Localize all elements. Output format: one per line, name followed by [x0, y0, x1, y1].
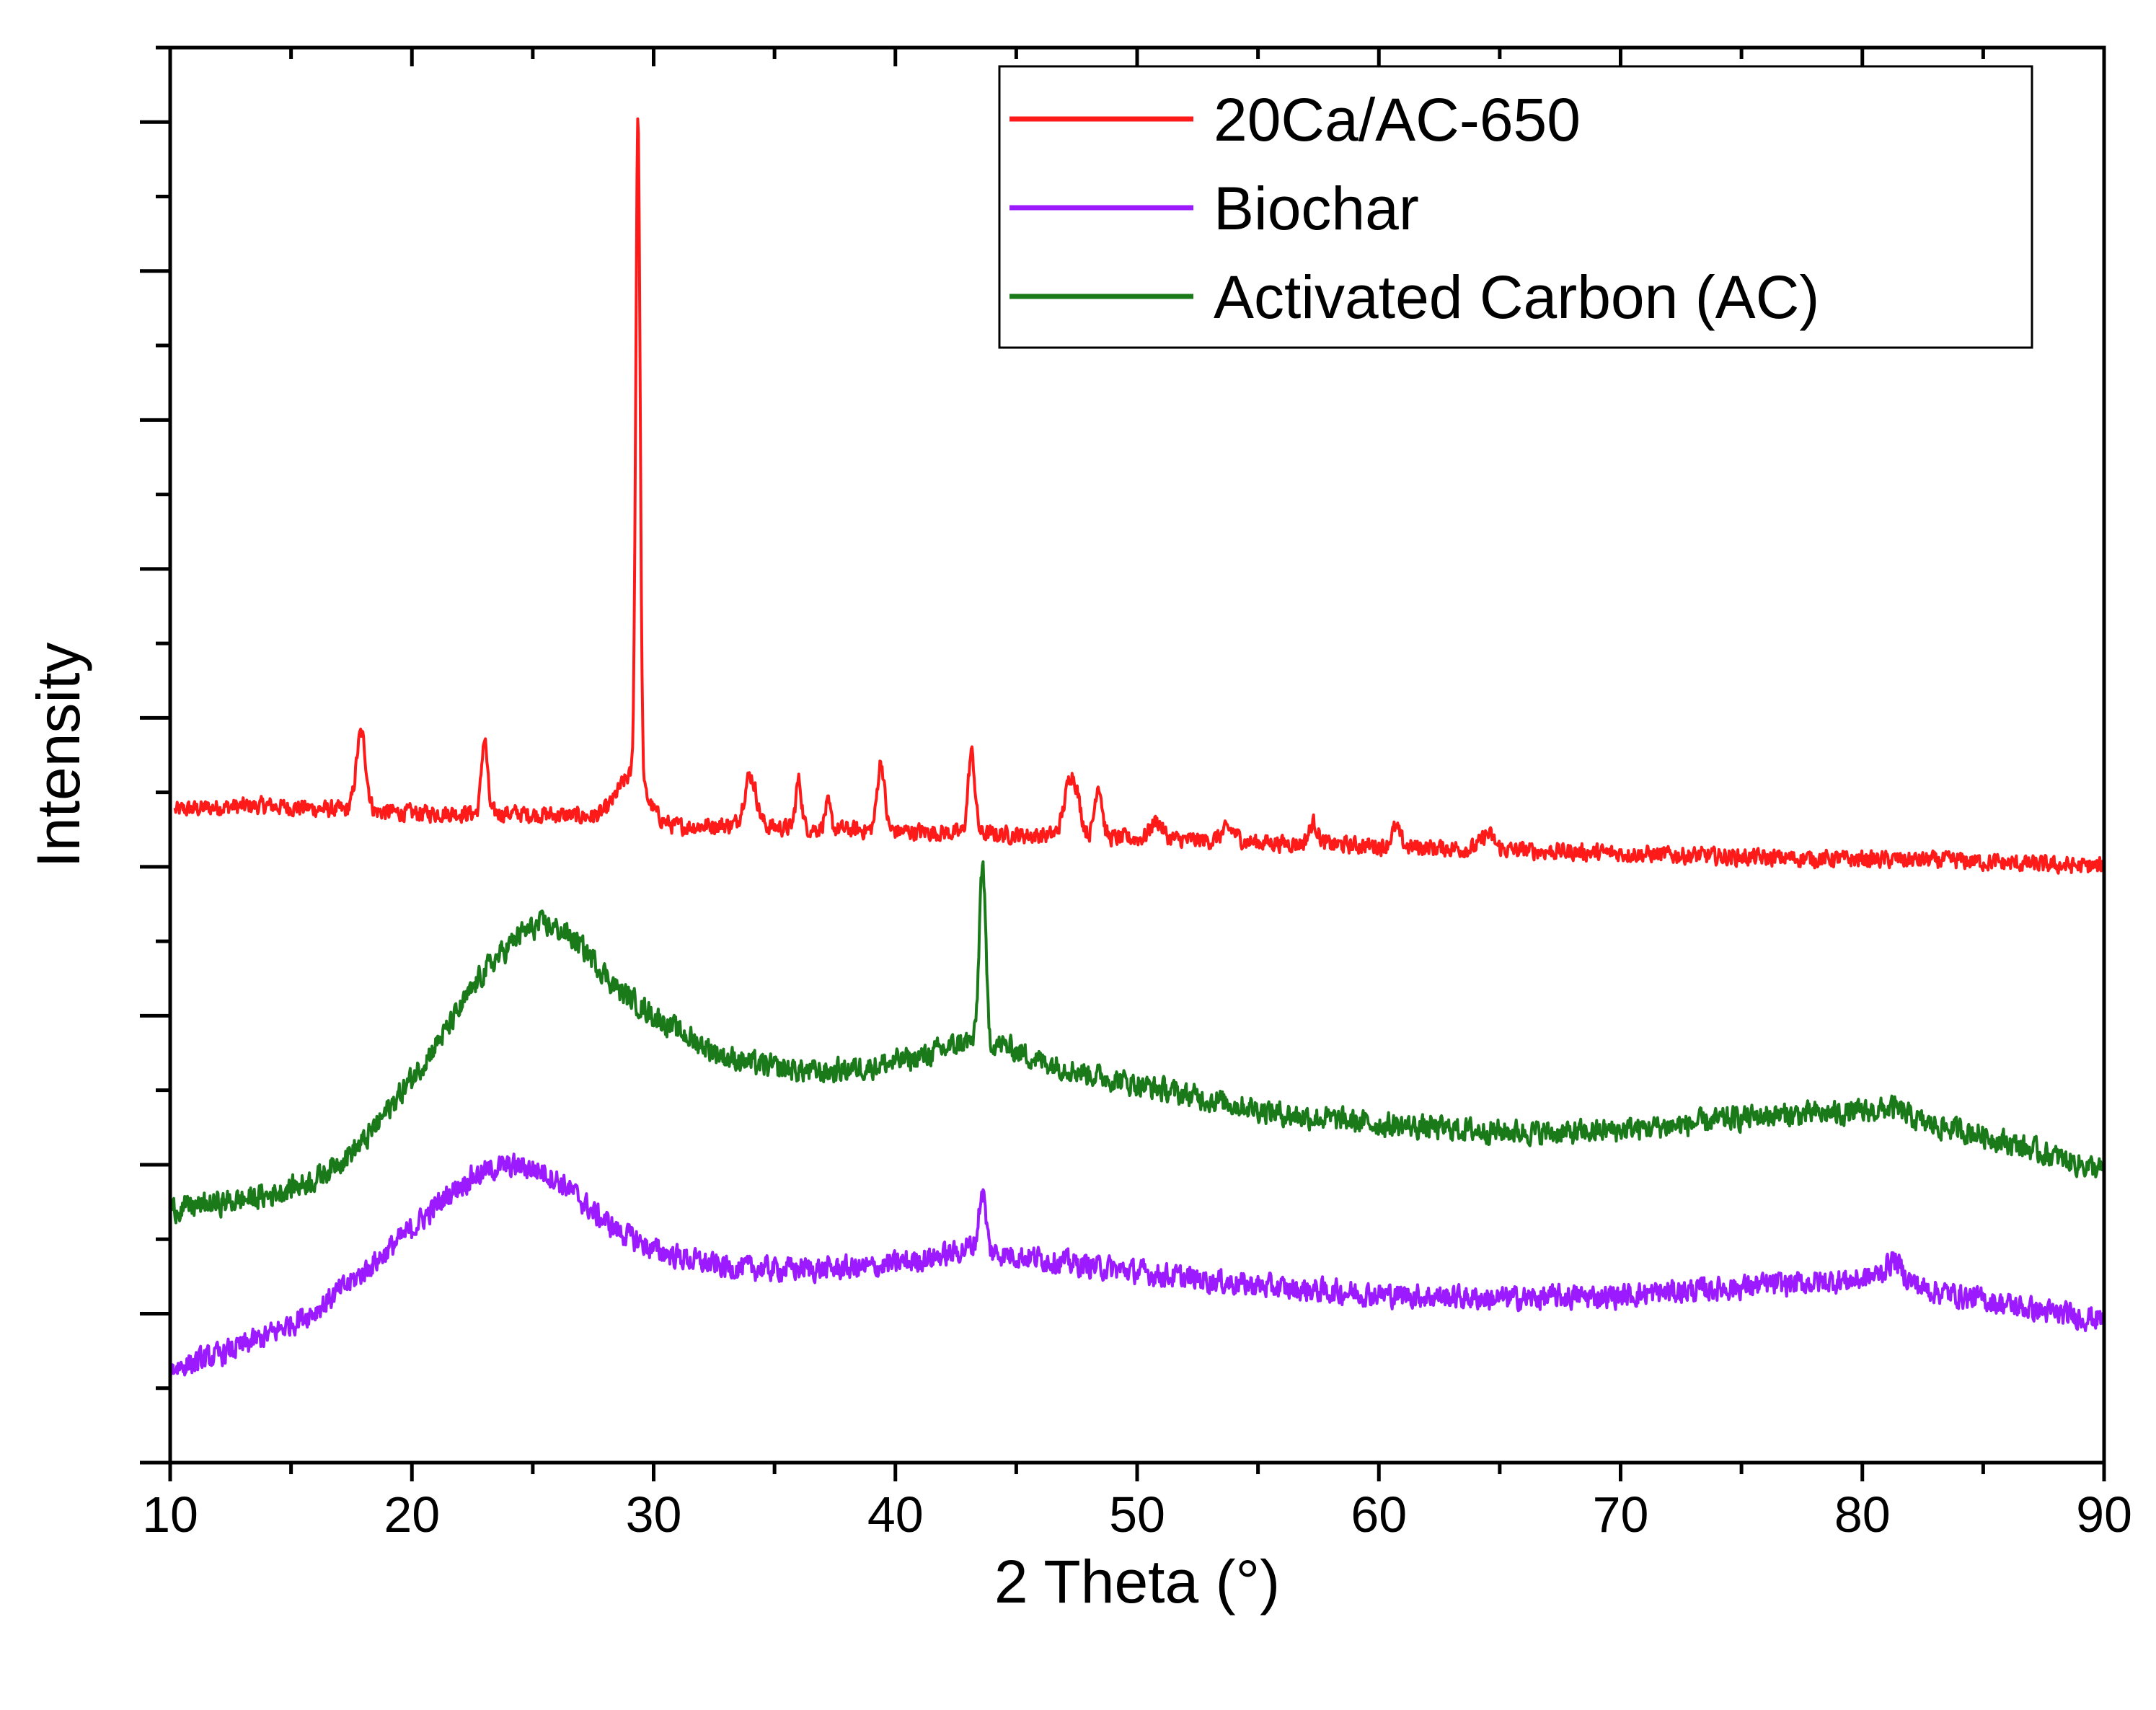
x-tick-label: 10	[142, 1486, 198, 1543]
axis-ticks	[140, 45, 2106, 1481]
x-tick-label: 20	[384, 1486, 440, 1543]
legend-label-ac: Activated Carbon (AC)	[1214, 263, 1819, 331]
legend: 20Ca/AC-650 Biochar Activated Carbon (AC…	[998, 65, 2033, 349]
series-line-1	[170, 1153, 2104, 1377]
x-axis-title: 2 Theta (°)	[994, 1548, 1280, 1616]
x-tick-label: 40	[867, 1486, 924, 1543]
y-axis-title: Intensity	[25, 643, 92, 868]
series-line-0	[173, 117, 2104, 875]
legend-label-20ca: 20Ca/AC-650	[1214, 86, 1581, 154]
x-tick-label: 90	[2076, 1486, 2132, 1543]
legend-label-biochar: Biochar	[1214, 175, 1419, 242]
x-tick-label: 50	[1109, 1486, 1165, 1543]
x-tick-label: 80	[1834, 1486, 1891, 1543]
x-tick-label: 30	[626, 1486, 682, 1543]
series-line-2	[170, 860, 2104, 1225]
x-tick-label: 60	[1351, 1486, 1407, 1543]
x-tick-label: 70	[1593, 1486, 1649, 1543]
x-tick-labels: 10 20 30 40 50 60 70 80 90	[142, 1486, 2132, 1543]
series-layer	[170, 117, 2104, 1377]
